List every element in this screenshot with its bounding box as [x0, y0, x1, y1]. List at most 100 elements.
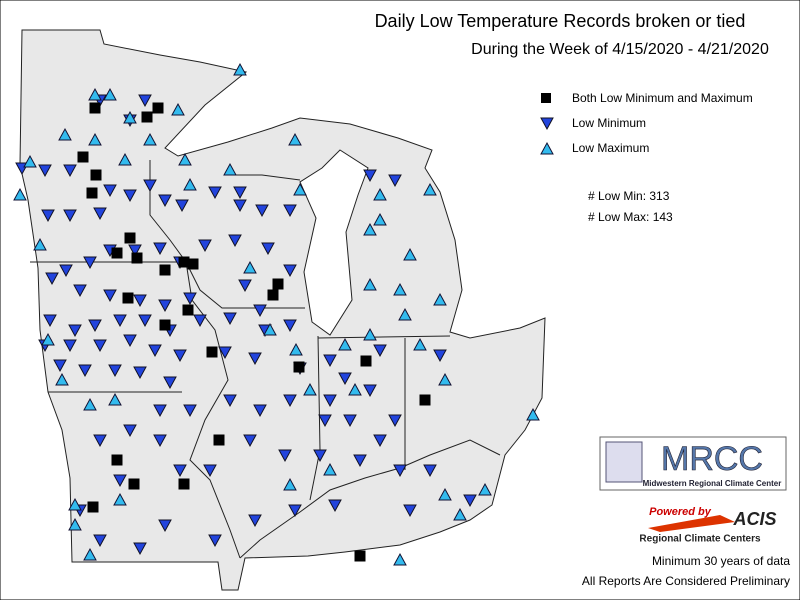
- station-marker: [63, 209, 77, 223]
- station-marker: [138, 94, 152, 108]
- station-marker: [13, 187, 27, 201]
- station-marker: [123, 334, 137, 348]
- station-marker: [38, 164, 52, 178]
- station-marker: [123, 189, 137, 203]
- station-marker: [63, 339, 77, 353]
- station-marker: [261, 242, 275, 256]
- station-marker: [55, 372, 69, 386]
- station-marker: [398, 307, 412, 321]
- station-marker: [363, 327, 377, 341]
- station-marker: [87, 501, 99, 513]
- station-marker: [93, 207, 107, 221]
- station-marker: [68, 324, 82, 338]
- station-marker: [178, 152, 192, 166]
- station-marker: [283, 319, 297, 333]
- station-marker: [131, 252, 143, 264]
- station-marker: [373, 187, 387, 201]
- lake-michigan: [299, 149, 369, 336]
- station-marker: [278, 449, 292, 463]
- station-marker: [393, 464, 407, 478]
- station-marker: [86, 187, 98, 199]
- legend-label: Low Minimum: [572, 116, 646, 130]
- station-marker: [388, 174, 402, 188]
- stat-text: # Low Min: 313: [588, 189, 670, 203]
- station-marker: [148, 344, 162, 358]
- station-marker: [228, 234, 242, 248]
- station-marker: [93, 339, 107, 353]
- station-marker: [183, 177, 197, 191]
- mrcc-logo: MRCC: [661, 440, 763, 478]
- station-marker: [171, 102, 185, 116]
- station-marker: [363, 384, 377, 398]
- station-markers: [13, 62, 540, 566]
- station-marker: [233, 62, 247, 76]
- station-marker: [363, 169, 377, 183]
- subtitle: During the Week of 4/15/2020 - 4/21/2020: [471, 41, 769, 58]
- station-marker: [173, 464, 187, 478]
- station-marker: [133, 294, 147, 308]
- station-marker: [423, 464, 437, 478]
- station-marker: [283, 477, 297, 491]
- mrcc-name: Midwestern Regional Climate Center: [643, 479, 782, 488]
- station-marker: [133, 366, 147, 380]
- station-marker: [348, 382, 362, 396]
- station-marker: [363, 222, 377, 236]
- station-marker: [159, 264, 171, 276]
- station-marker: [388, 414, 402, 428]
- station-marker: [419, 394, 431, 406]
- station-marker: [438, 372, 452, 386]
- station-marker: [111, 454, 123, 466]
- station-marker: [193, 314, 207, 328]
- station-marker: [41, 332, 55, 346]
- station-marker: [89, 102, 101, 114]
- station-marker: [33, 237, 47, 251]
- station-marker: [182, 304, 194, 316]
- station-marker: [111, 247, 123, 259]
- station-marker: [267, 289, 279, 301]
- station-marker: [113, 492, 127, 506]
- station-marker: [68, 517, 82, 531]
- station-marker: [213, 434, 225, 446]
- station-marker: [118, 152, 132, 166]
- station-marker: [208, 534, 222, 548]
- station-marker: [88, 87, 102, 101]
- station-marker: [158, 519, 172, 533]
- title: Daily Low Temperature Records broken or …: [375, 11, 746, 31]
- station-marker: [248, 514, 262, 528]
- station-marker: [363, 277, 377, 291]
- footer-text: Minimum 30 years of data: [652, 554, 790, 568]
- station-marker: [373, 344, 387, 358]
- station-marker: [238, 279, 252, 293]
- station-marker: [124, 232, 136, 244]
- station-marker: [83, 547, 97, 561]
- station-marker: [413, 337, 427, 351]
- station-marker: [93, 534, 107, 548]
- station-marker: [68, 497, 82, 511]
- station-marker: [360, 355, 372, 367]
- station-marker: [203, 464, 217, 478]
- station-marker: [163, 376, 177, 390]
- station-marker: [153, 404, 167, 418]
- station-marker: [103, 184, 117, 198]
- station-marker: [403, 504, 417, 518]
- station-marker: [123, 110, 137, 124]
- station-marker: [343, 414, 357, 428]
- legend-label: Low Maximum: [572, 141, 649, 155]
- station-marker: [243, 260, 257, 274]
- station-marker: [153, 242, 167, 256]
- station-marker: [354, 550, 366, 562]
- station-marker: [183, 292, 197, 306]
- powered-by: Powered by: [649, 506, 712, 518]
- station-marker: [313, 449, 327, 463]
- station-marker: [318, 414, 332, 428]
- station-marker: [288, 132, 302, 146]
- station-marker: [108, 364, 122, 378]
- station-marker: [353, 454, 367, 468]
- rcc-name: Regional Climate Centers: [639, 534, 761, 545]
- station-marker: [233, 199, 247, 213]
- station-marker: [159, 319, 171, 331]
- station-marker: [526, 407, 540, 421]
- station-marker: [123, 424, 137, 438]
- station-marker: [288, 504, 302, 518]
